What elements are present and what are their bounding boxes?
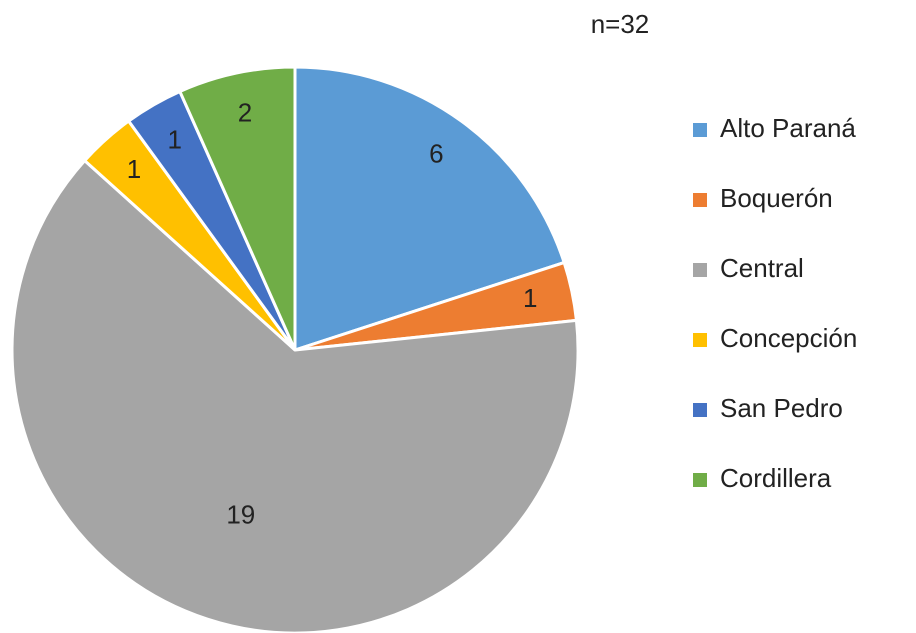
pie-slice xyxy=(177,65,297,351)
data-label: 1 xyxy=(127,154,141,184)
data-label: 1 xyxy=(523,283,537,313)
data-label: 19 xyxy=(226,500,255,530)
legend-swatch xyxy=(693,333,707,347)
legend-swatch xyxy=(693,193,707,207)
legend-label: Concepción xyxy=(720,323,857,353)
pie-slice xyxy=(10,158,580,633)
data-label: 6 xyxy=(429,138,443,168)
data-label: 1 xyxy=(167,125,181,155)
legend-label: Cordillera xyxy=(720,463,832,493)
data-label: 2 xyxy=(238,98,252,128)
legend-swatch xyxy=(693,403,707,417)
legend-swatch xyxy=(693,123,707,137)
legend-swatch xyxy=(693,473,707,487)
legend-label: Boquerón xyxy=(720,183,833,213)
legend-label: San Pedro xyxy=(720,393,843,423)
annotation: n=32 xyxy=(591,9,650,39)
legend-label: Central xyxy=(720,253,804,283)
legend-swatch xyxy=(693,263,707,277)
pie-slice xyxy=(293,65,567,353)
legend-label: Alto Paraná xyxy=(720,113,856,143)
